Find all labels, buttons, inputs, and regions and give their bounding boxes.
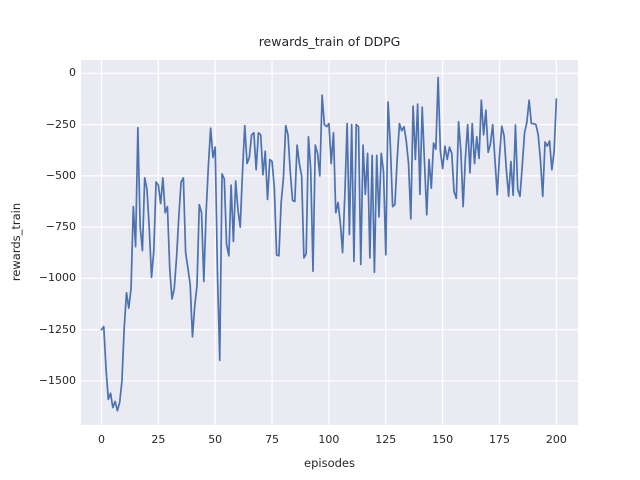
x-tick-label: 100 bbox=[318, 433, 340, 446]
chart-title: rewards_train of DDPG bbox=[258, 34, 401, 49]
y-tick-label: −750 bbox=[45, 220, 76, 234]
line-plot-svg bbox=[81, 60, 578, 425]
x-tick-label: 0 bbox=[97, 433, 105, 446]
x-tick-label: 50 bbox=[208, 433, 223, 446]
x-tick-label: 125 bbox=[375, 433, 397, 446]
plot-area bbox=[81, 60, 578, 425]
x-tick-label: 25 bbox=[151, 433, 166, 446]
y-tick-label: −1250 bbox=[38, 322, 76, 336]
x-tick-label: 200 bbox=[545, 433, 567, 446]
y-tick-label: −500 bbox=[45, 168, 76, 182]
y-tick-label: −1500 bbox=[38, 373, 76, 387]
rewards-line-series bbox=[100, 76, 558, 412]
x-tick-label: 75 bbox=[265, 433, 280, 446]
x-axis-label: episodes bbox=[304, 456, 355, 470]
y-tick-label: −1000 bbox=[38, 271, 76, 285]
x-tick-label: 150 bbox=[432, 433, 454, 446]
y-tick-label: 0 bbox=[69, 66, 76, 80]
y-tick-label: −250 bbox=[45, 117, 76, 131]
x-tick-label: 175 bbox=[489, 433, 511, 446]
